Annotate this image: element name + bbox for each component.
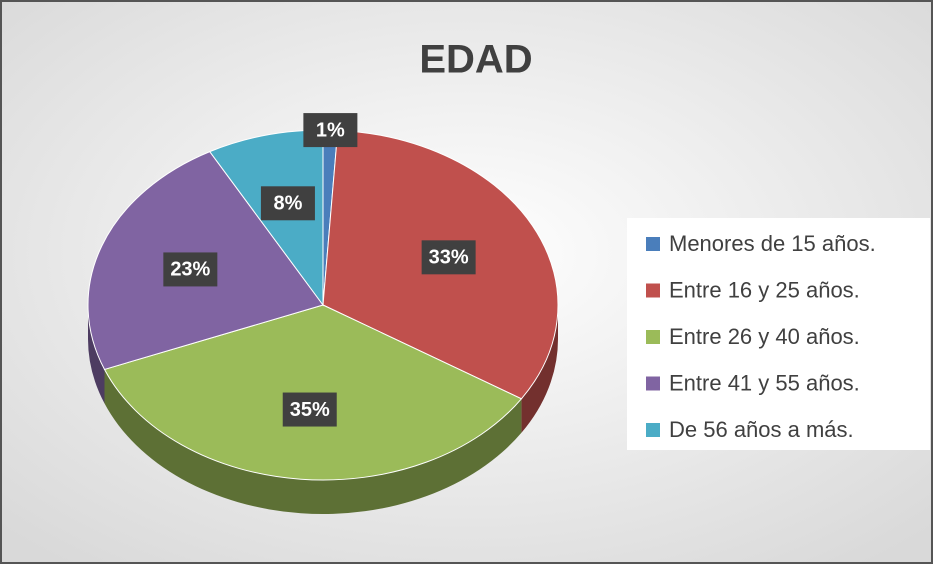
data-label-box bbox=[260, 186, 315, 221]
data-label-box bbox=[282, 392, 337, 427]
legend-label: De 56 años a más. bbox=[669, 417, 854, 442]
slice-side bbox=[88, 305, 105, 404]
data-label: 8% bbox=[273, 193, 302, 215]
data-label-box bbox=[163, 252, 218, 287]
data-label: 33% bbox=[429, 247, 469, 269]
data-label: 23% bbox=[170, 259, 210, 281]
data-label: 35% bbox=[290, 399, 330, 421]
legend-label: Menores de 15 años. bbox=[669, 231, 876, 256]
legend-swatch bbox=[646, 330, 660, 344]
legend-label: Entre 41 y 55 años. bbox=[669, 370, 860, 395]
slice-side bbox=[521, 305, 558, 433]
data-label-box bbox=[421, 240, 476, 275]
data-label-box bbox=[303, 113, 358, 148]
legend-swatch bbox=[646, 283, 660, 298]
chart-title: EDAD bbox=[419, 38, 532, 82]
slice-side bbox=[104, 369, 522, 514]
legend-box bbox=[627, 218, 930, 450]
legend-swatch bbox=[646, 423, 660, 437]
legend-label: Entre 16 y 25 años. bbox=[669, 277, 860, 302]
legend-swatch bbox=[646, 376, 660, 391]
legend-swatch bbox=[646, 237, 660, 251]
legend-label: Entre 26 y 40 años. bbox=[669, 324, 860, 349]
pie-slice bbox=[103, 304, 523, 481]
data-label: 1% bbox=[316, 119, 345, 141]
